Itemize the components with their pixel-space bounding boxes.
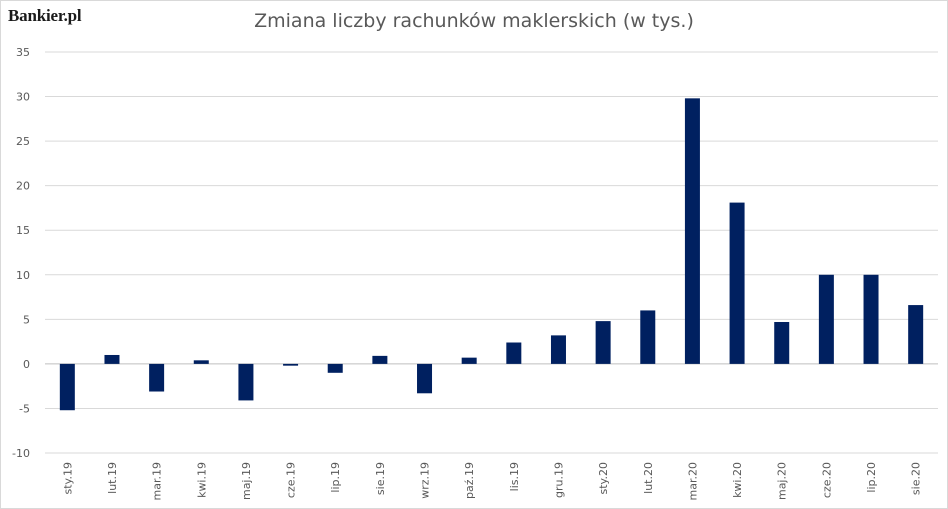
y-tick-label: 25 — [16, 135, 30, 148]
x-tick-label: maj.19 — [240, 462, 253, 500]
x-tick-label: lip.19 — [329, 462, 342, 493]
bar — [595, 321, 611, 364]
bar — [461, 357, 477, 364]
y-tick-label: 10 — [16, 269, 30, 282]
bankier-logo: Bankier.pl — [8, 6, 82, 25]
bar — [550, 335, 566, 364]
x-tick-label: sty.19 — [61, 462, 74, 494]
y-axis-ticks: -10 -5 0 5 10 15 20 25 30 35 — [12, 46, 30, 460]
bar — [684, 98, 700, 364]
bar — [908, 305, 924, 364]
bar — [774, 322, 790, 364]
bar — [193, 360, 209, 364]
x-tick-label: lip.20 — [865, 462, 878, 493]
bar — [149, 363, 165, 392]
x-tick-label: wrz.19 — [419, 462, 432, 499]
y-tick-label: -5 — [19, 402, 30, 415]
bar — [238, 363, 254, 401]
x-tick-label: sty.20 — [597, 462, 610, 494]
x-axis-ticks: sty.19 lut.19 mar.19 kwi.19 maj.19 cze.19 lip.… — [61, 462, 922, 500]
bar — [417, 363, 433, 394]
x-tick-label: maj.20 — [776, 462, 789, 500]
bar — [640, 310, 656, 364]
x-tick-label: paź.19 — [463, 462, 476, 499]
x-tick-label: gru.19 — [552, 462, 565, 498]
x-tick-label: mar.20 — [686, 462, 699, 500]
x-tick-label: kwi.19 — [195, 462, 208, 498]
y-tick-label: 15 — [16, 224, 30, 237]
x-tick-label: cze.19 — [285, 462, 298, 498]
bar — [104, 354, 120, 364]
y-tick-label: 5 — [23, 313, 30, 326]
x-tick-label: sie.20 — [910, 462, 923, 495]
y-tick-label: 35 — [16, 46, 30, 59]
bar — [327, 363, 343, 373]
gridlines — [45, 51, 938, 454]
bar — [818, 274, 834, 364]
y-tick-label: 20 — [16, 180, 30, 193]
x-tick-label: lut.20 — [642, 462, 655, 494]
bar — [863, 274, 879, 364]
x-tick-label: lis.19 — [508, 462, 521, 491]
x-tick-label: mar.19 — [151, 462, 164, 500]
x-tick-label: kwi.20 — [731, 462, 744, 498]
bar — [729, 202, 745, 364]
bar — [372, 355, 388, 364]
y-tick-label: 0 — [23, 358, 30, 371]
y-tick-label: 30 — [16, 91, 30, 104]
bar — [283, 363, 299, 366]
x-tick-label: cze.20 — [820, 462, 833, 498]
y-tick-label: -10 — [12, 447, 30, 460]
x-tick-label: lut.19 — [106, 462, 119, 494]
chart-title: Zmiana liczby rachunków maklerskich (w t… — [254, 10, 694, 32]
bar — [59, 363, 75, 411]
bars — [59, 98, 924, 411]
bar — [506, 342, 522, 364]
x-tick-label: sie.19 — [374, 462, 387, 495]
